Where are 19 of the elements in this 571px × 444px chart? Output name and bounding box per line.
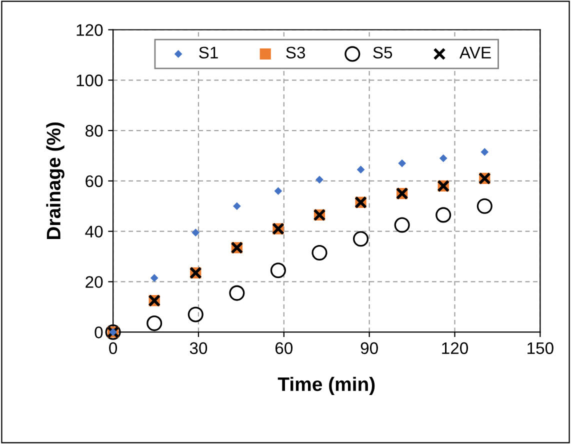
x-tick-label: 30 — [190, 342, 208, 354]
x-tick-label: 0 — [109, 342, 118, 354]
legend-label: AVE — [459, 46, 491, 58]
legend-label: S3 — [286, 46, 306, 58]
legend-label: S5 — [373, 46, 392, 58]
y-tick-label: 120 — [76, 24, 103, 36]
x-tick-label: 150 — [528, 342, 554, 354]
y-tick-label: 0 — [94, 326, 103, 338]
x-axis-title: Time (min) — [278, 376, 375, 395]
y-tick-label: 80 — [86, 124, 103, 137]
y-tick-label: 40 — [85, 226, 103, 238]
y-axis-title: Drainage (%) — [46, 122, 64, 240]
x-tick-label: 60 — [275, 342, 293, 354]
y-tick-label: 60 — [86, 175, 103, 188]
legend-label: S1 — [199, 46, 218, 58]
y-tick-label: 20 — [86, 276, 103, 288]
y-tick-label: 100 — [76, 74, 103, 86]
x-tick-label: 120 — [442, 342, 468, 354]
x-tick-label: 90 — [360, 342, 378, 354]
